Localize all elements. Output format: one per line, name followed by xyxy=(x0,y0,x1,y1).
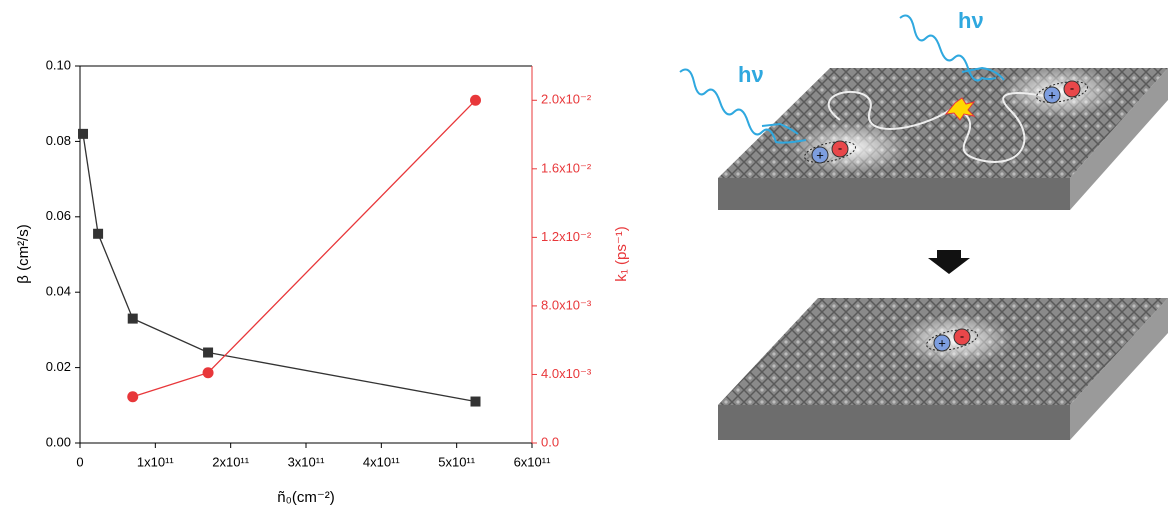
exciton-outline xyxy=(1035,81,1089,103)
marker xyxy=(78,128,89,139)
electron xyxy=(1063,80,1081,98)
hole xyxy=(811,146,829,164)
y2-tick-label: 1.2x10⁻² xyxy=(541,229,592,244)
x-tick-label: 6x10¹¹ xyxy=(514,454,552,469)
y-tick-label: 0.06 xyxy=(46,208,71,223)
series-line xyxy=(132,99,476,398)
excitons: + -+ -+ - xyxy=(803,80,1089,352)
marker xyxy=(203,347,214,358)
photon-label: hν xyxy=(958,8,984,33)
x-tick-label: 4x10¹¹ xyxy=(363,454,401,469)
y2-axis-label: k₁ (ps⁻¹) xyxy=(613,226,630,281)
charge-label: + xyxy=(938,335,946,350)
y-tick-label: 0.02 xyxy=(46,359,71,374)
y-tick-label: 0.08 xyxy=(46,133,71,148)
y2-tick-label: 4.0x10⁻³ xyxy=(541,366,592,381)
charge-label: - xyxy=(960,328,964,343)
charge-label: - xyxy=(1070,80,1074,95)
series-line xyxy=(82,133,476,403)
electron xyxy=(831,140,849,158)
hole xyxy=(933,334,951,352)
exciton-outline xyxy=(925,329,979,351)
marker xyxy=(470,94,481,106)
x-axis-label: ñ₀(cm⁻²) xyxy=(277,489,334,506)
photon-waves xyxy=(679,14,1005,144)
marker xyxy=(127,391,139,403)
electron xyxy=(953,328,971,346)
y2-tick-label: 0.0 xyxy=(541,434,559,449)
y-tick-label: 0.04 xyxy=(46,284,71,299)
y2-tick-label: 1.6x10⁻² xyxy=(541,160,592,175)
exciton-outline xyxy=(803,141,857,163)
marker xyxy=(202,367,214,379)
charge-label: + xyxy=(816,147,824,162)
y2-tick-label: 2.0x10⁻² xyxy=(541,92,592,107)
x-tick-label: 2x10¹¹ xyxy=(212,454,250,469)
photon-label: hν xyxy=(738,62,764,87)
marker xyxy=(127,313,138,324)
charge-label: + xyxy=(1048,87,1056,102)
arrow-down xyxy=(928,250,970,274)
x-tick-label: 1x10¹¹ xyxy=(137,454,175,469)
marker xyxy=(93,228,104,239)
y2-tick-label: 8.0x10⁻³ xyxy=(541,297,592,312)
x-tick-label: 5x10¹¹ xyxy=(438,454,476,469)
hole xyxy=(1043,86,1061,104)
y-axis-label: β (cm²/s) xyxy=(15,224,32,283)
x-tick-label: 0 xyxy=(76,454,83,469)
x-tick-label: 3x10¹¹ xyxy=(288,454,326,469)
y-tick-label: 0.10 xyxy=(46,57,71,72)
y-tick-label: 0.00 xyxy=(46,434,71,449)
charge-label: - xyxy=(838,140,842,155)
marker xyxy=(470,396,481,407)
slab-bottom xyxy=(718,298,1168,440)
slab-top xyxy=(718,66,1168,210)
